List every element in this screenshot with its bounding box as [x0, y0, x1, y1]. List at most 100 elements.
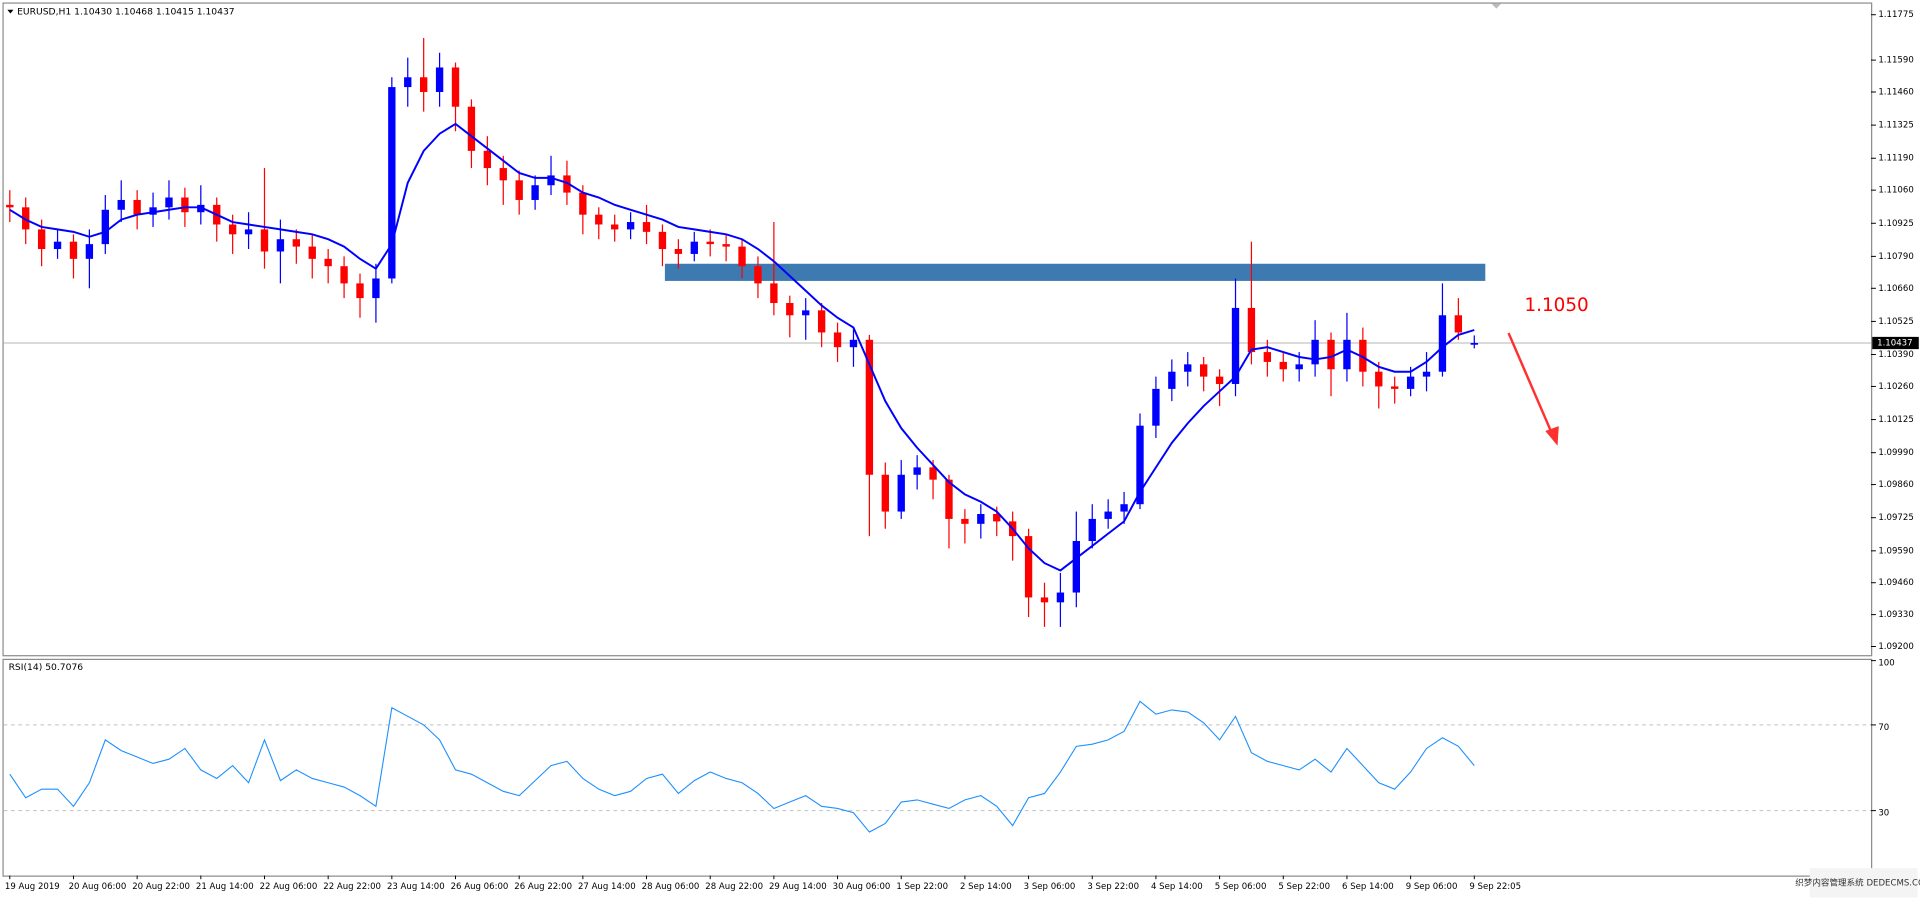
- candle-body: [420, 77, 428, 92]
- candle-body: [1359, 339, 1367, 372]
- candle-body: [817, 310, 826, 333]
- x-tick-label: 27 Aug 14:00: [578, 882, 636, 892]
- x-tick-label: 9 Sep 22:05: [1469, 882, 1521, 892]
- candle-body: [611, 224, 619, 230]
- candle-body: [1327, 339, 1335, 370]
- moving-average: [9, 122, 1475, 572]
- x-tick-label: 28 Aug 06:00: [642, 882, 700, 892]
- candle-body: [1231, 307, 1240, 384]
- x-tick-label: 29 Aug 14:00: [769, 882, 827, 892]
- candle-body: [993, 514, 1001, 522]
- x-tick-label: 23 Aug 14:00: [387, 882, 445, 892]
- candle-body: [722, 244, 730, 247]
- candle-body: [1438, 315, 1447, 372]
- candle-body: [865, 339, 874, 475]
- y-tick-label: 1.11775: [1878, 10, 1913, 20]
- candle-body: [929, 467, 937, 480]
- candle-body: [802, 310, 810, 316]
- resistance-zone: [664, 263, 1486, 281]
- rsi-panel: [2, 658, 1873, 877]
- shift-marker: [1491, 3, 1502, 9]
- candle-body: [626, 222, 635, 230]
- y-tick-label: 1.09200: [1878, 642, 1913, 652]
- candle-body: [945, 479, 953, 519]
- candle-body: [101, 209, 109, 245]
- candle-body: [1247, 307, 1256, 353]
- candle-body: [1024, 536, 1033, 598]
- y-tick-label: 1.10390: [1878, 350, 1913, 360]
- x-tick-label: 19 Aug 2019: [5, 882, 60, 892]
- candle-body: [1088, 518, 1096, 542]
- candle-body: [913, 467, 921, 475]
- current-price-label: 1.10437: [1877, 339, 1912, 349]
- candle-body: [658, 231, 667, 250]
- plot: 1.11775 1.11590 1.11460 1.11325 1.11190 1.110…: [3, 10, 1919, 892]
- candle-body: [563, 175, 571, 193]
- y-tick-label: 1.09590: [1878, 546, 1913, 556]
- y-tick-label: 1.09860: [1878, 480, 1913, 490]
- candle-body: [786, 303, 794, 316]
- candle-body: [1215, 376, 1224, 384]
- candle-body: [531, 185, 539, 200]
- candle-body: [1470, 343, 1478, 345]
- x-tick-label: 22 Aug 22:00: [323, 882, 381, 892]
- candle-body: [22, 207, 30, 230]
- candle-body: [1343, 339, 1351, 370]
- x-tick-label: 9 Sep 06:00: [1406, 882, 1458, 892]
- x-tick-label: 1 Sep 22:00: [896, 882, 948, 892]
- candle-body: [117, 199, 125, 210]
- candle-body: [706, 241, 714, 245]
- candle-body: [881, 474, 889, 512]
- candle-body: [547, 175, 555, 186]
- x-tick-label: 26 Aug 06:00: [451, 882, 509, 892]
- candle-body: [1168, 371, 1176, 389]
- watermark: 织梦内容管理系统 DEDECMS.COM: [1795, 876, 1920, 888]
- candle-body: [961, 518, 969, 524]
- candle-body: [1454, 315, 1463, 333]
- x-tick-label: 20 Aug 06:00: [69, 882, 127, 892]
- candle-body: [515, 180, 523, 200]
- x-tick-label: 30 Aug 06:00: [833, 882, 891, 892]
- candle-body: [133, 199, 141, 215]
- y-tick-label: 1.11325: [1878, 121, 1913, 131]
- candle-body: [754, 266, 762, 284]
- x-tick-label: 26 Aug 22:00: [514, 882, 572, 892]
- y-tick-label: 1.09460: [1878, 578, 1913, 588]
- candle-body: [356, 283, 364, 299]
- x-tick-label: 6 Sep 14:00: [1342, 882, 1394, 892]
- candle-body: [690, 241, 698, 254]
- x-tick-label: 2 Sep 14:00: [960, 882, 1012, 892]
- rsi-label: RSI(14) 50.7076: [9, 662, 84, 673]
- candle-body: [1072, 541, 1080, 593]
- candle-body: [674, 249, 683, 254]
- candle-body: [276, 239, 285, 252]
- y-tick-label: 1.09330: [1878, 610, 1913, 620]
- candle-body: [388, 87, 396, 279]
- menu-arrow[interactable]: [7, 9, 14, 14]
- candle-body: [1040, 597, 1049, 603]
- y-tick-label: 1.10925: [1878, 219, 1913, 229]
- rsi-tick-label: 30: [1878, 809, 1889, 819]
- x-tick-label: 3 Sep 06:00: [1024, 882, 1076, 892]
- candle-body: [833, 332, 842, 348]
- annotation: 1.1050: [1524, 295, 1588, 316]
- rsi-tick-label: 100: [1878, 659, 1894, 669]
- y-tick-label: 1.11460: [1878, 87, 1913, 97]
- candle-body: [404, 77, 412, 88]
- candle-body: [1263, 352, 1272, 362]
- candle-body: [738, 246, 746, 267]
- y-tick-label: 1.10660: [1878, 284, 1913, 294]
- candle-body: [340, 266, 348, 284]
- candle-body: [324, 258, 332, 267]
- candle-body: [642, 222, 651, 232]
- price-panel: [2, 2, 1873, 657]
- candle-body: [1184, 364, 1192, 372]
- candle-body: [451, 67, 460, 107]
- y-tick-label: 1.10125: [1878, 415, 1913, 425]
- candle-body: [977, 514, 985, 524]
- candle-body: [372, 278, 380, 299]
- arrow-head: [1545, 426, 1559, 446]
